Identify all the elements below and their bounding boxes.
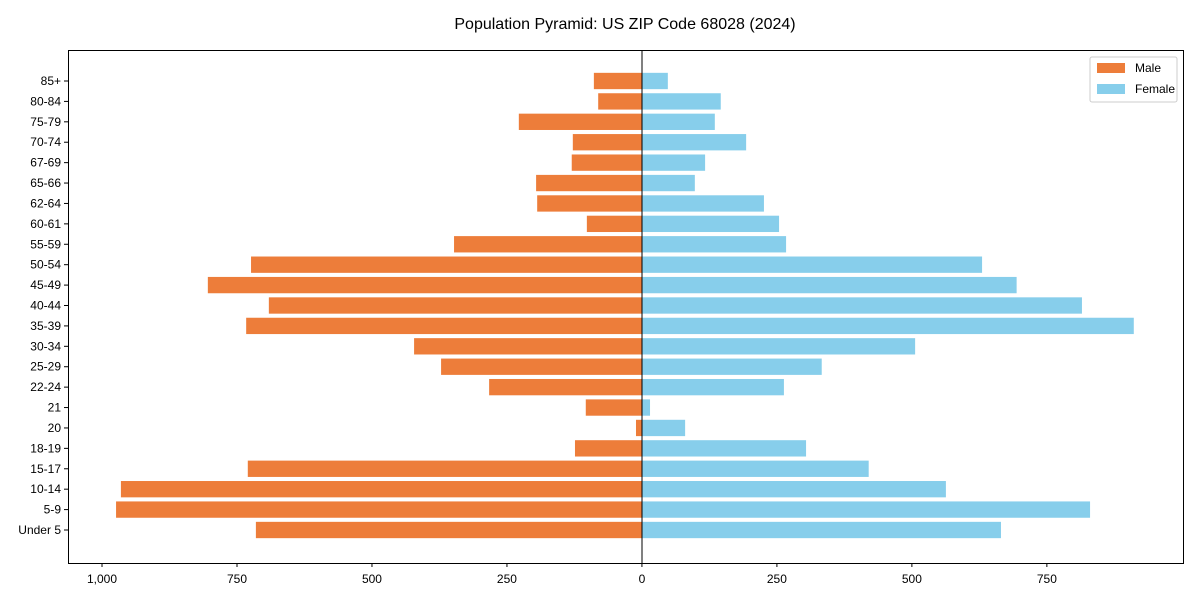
- bar-female-under-5: [641, 521, 1001, 539]
- bar-female-65-66: [641, 174, 695, 192]
- x-tick-label: 750: [1037, 572, 1057, 586]
- bar-male-62-64: [537, 195, 642, 212]
- legend-swatch-male: [1097, 63, 1125, 73]
- bar-male-45-49: [207, 276, 642, 294]
- bar-female-60-61: [641, 215, 780, 233]
- y-tick-label: 15-17: [30, 462, 61, 476]
- bar-male-35-39: [246, 317, 642, 335]
- y-tick-label: 67-69: [30, 156, 61, 170]
- y-tick-label: 50-54: [30, 258, 61, 272]
- y-tick-label: 5-9: [44, 503, 62, 517]
- legend-swatch-female: [1097, 84, 1125, 94]
- y-tick-label: 20: [48, 421, 62, 435]
- y-tick-label: 22-24: [30, 380, 61, 394]
- bar-female-70-74: [641, 134, 747, 151]
- y-tick-label: 70-74: [30, 135, 61, 149]
- bar-female-22-24: [641, 378, 784, 396]
- bar-male-60-61: [586, 215, 642, 233]
- y-tick-label: 18-19: [30, 441, 61, 455]
- x-tick-label: 500: [902, 572, 922, 586]
- bar-male-25-29: [441, 358, 642, 375]
- bar-male-22-24: [489, 378, 642, 396]
- bar-female-50-54: [641, 256, 983, 273]
- y-tick-label: 85+: [41, 74, 61, 88]
- bar-female-10-14: [641, 481, 946, 498]
- legend-label-female: Female: [1135, 82, 1175, 96]
- bar-female-35-39: [641, 317, 1134, 335]
- bar-male-30-34: [414, 338, 642, 355]
- y-tick-label: Under 5: [18, 523, 61, 537]
- bar-male-67-69: [571, 154, 642, 171]
- x-tick-label: 0: [639, 572, 646, 586]
- bar-male-under-5: [255, 521, 642, 539]
- y-tick-label: 10-14: [30, 482, 61, 496]
- x-tick-label: 500: [362, 572, 382, 586]
- bar-female-15-17: [641, 460, 869, 477]
- x-tick-label: 1,000: [87, 572, 117, 586]
- bar-male-70-74: [572, 134, 642, 151]
- x-tick-label: 250: [497, 572, 517, 586]
- bar-female-80-84: [641, 93, 721, 110]
- bar-female-25-29: [641, 358, 822, 375]
- bar-female-18-19: [641, 440, 807, 457]
- y-tick-label: 75-79: [30, 115, 61, 129]
- bar-male-75-79: [518, 113, 642, 130]
- bar-female-21: [641, 399, 651, 416]
- y-tick-label: 62-64: [30, 196, 61, 210]
- bar-female-5-9: [641, 501, 1091, 518]
- bar-male-18-19: [574, 440, 642, 457]
- bar-male-55-59: [454, 236, 642, 253]
- bar-male-65-66: [536, 174, 642, 192]
- bar-male-5-9: [116, 501, 642, 518]
- y-tick-label: 40-44: [30, 299, 61, 313]
- plot-frame: [68, 50, 1184, 564]
- bar-male-50-54: [251, 256, 642, 273]
- bar-male-20: [635, 419, 642, 437]
- x-tick-label: 750: [227, 572, 247, 586]
- y-tick-label: 80-84: [30, 94, 61, 108]
- y-tick-label: 25-29: [30, 360, 61, 374]
- x-tick-label: 250: [767, 572, 787, 586]
- legend: Male Female: [1089, 56, 1178, 103]
- bar-female-45-49: [641, 276, 1017, 294]
- legend-label-male: Male: [1135, 61, 1161, 75]
- bar-male-10-14: [120, 481, 642, 498]
- bar-female-62-64: [641, 195, 764, 212]
- y-tick-label: 35-39: [30, 319, 61, 333]
- bar-male-15-17: [247, 460, 642, 477]
- bar-female-55-59: [641, 236, 787, 253]
- y-tick-label: 60-61: [30, 217, 61, 231]
- bar-female-67-69: [641, 154, 706, 171]
- y-tick-label: 55-59: [30, 237, 61, 251]
- bar-female-40-44: [641, 297, 1082, 314]
- y-tick-label: 21: [48, 401, 62, 415]
- bar-male-85+: [593, 72, 642, 90]
- bar-female-85+: [641, 72, 668, 90]
- bar-male-80-84: [598, 93, 642, 110]
- y-tick-label: 45-49: [30, 278, 61, 292]
- bar-female-30-34: [641, 338, 916, 355]
- chart-title: Population Pyramid: US ZIP Code 68028 (2…: [454, 16, 795, 33]
- bar-female-20: [641, 419, 686, 437]
- y-tick-label: 65-66: [30, 176, 61, 190]
- y-tick-label: 30-34: [30, 339, 61, 353]
- bar-male-21: [585, 399, 642, 416]
- bar-female-75-79: [641, 113, 715, 130]
- bar-male-40-44: [268, 297, 642, 314]
